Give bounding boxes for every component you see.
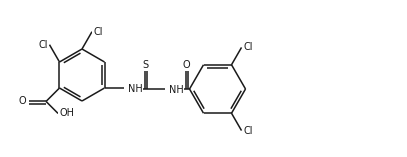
Text: Cl: Cl — [243, 42, 253, 52]
Text: Cl: Cl — [39, 40, 48, 50]
Text: O: O — [18, 96, 26, 106]
Text: OH: OH — [59, 108, 74, 118]
Text: Cl: Cl — [243, 126, 253, 135]
Text: S: S — [142, 60, 149, 70]
Text: NH: NH — [127, 84, 142, 94]
Text: NH: NH — [168, 85, 183, 95]
Text: Cl: Cl — [93, 27, 103, 37]
Text: O: O — [183, 60, 190, 70]
